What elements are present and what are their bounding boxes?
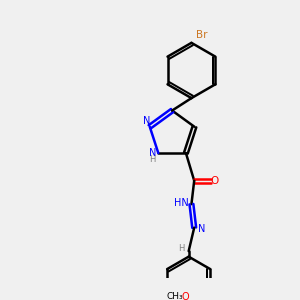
Text: H: H [178,244,184,253]
Text: N: N [143,116,151,126]
Text: HN: HN [174,198,189,208]
Text: O: O [182,292,189,300]
Text: O: O [211,176,219,186]
Text: Br: Br [196,29,207,40]
Text: CH₃: CH₃ [167,292,183,300]
Text: H: H [149,154,155,164]
Text: N: N [148,148,156,158]
Text: N: N [198,224,206,234]
